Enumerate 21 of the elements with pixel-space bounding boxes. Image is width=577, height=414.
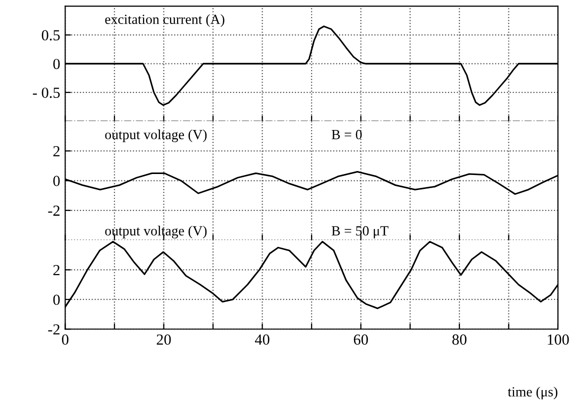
y-tick-label: 0	[53, 58, 60, 70]
x-axis-title: time (μs)	[508, 386, 558, 400]
y-tick-label: - 0.5	[32, 88, 60, 98]
x-tick-label: 80	[452, 334, 466, 345]
annotation: B = 0	[332, 130, 362, 140]
x-tick-label: 40	[254, 334, 270, 345]
y-tick-label: 0.5	[42, 30, 60, 40]
x-tick-label: 0	[62, 334, 68, 345]
y-tick-label: -2	[48, 324, 60, 334]
y-tick-label: 2	[53, 264, 60, 276]
y-tick-label: -2	[48, 206, 60, 216]
text: output voltage (V)	[105, 130, 207, 142]
x-tick-label: 100	[548, 334, 569, 345]
chart-title: output voltage (V)	[105, 226, 207, 238]
text: excitation current (A)	[105, 14, 224, 27]
annotation: B = 50 μT	[332, 226, 388, 238]
y-tick-label: 0	[53, 176, 60, 186]
y-tick-label: 0	[53, 294, 60, 305]
y-tick-label: 2	[53, 146, 60, 156]
x-tick-label: 60	[354, 334, 368, 345]
x-tick-label: 20	[156, 334, 171, 345]
